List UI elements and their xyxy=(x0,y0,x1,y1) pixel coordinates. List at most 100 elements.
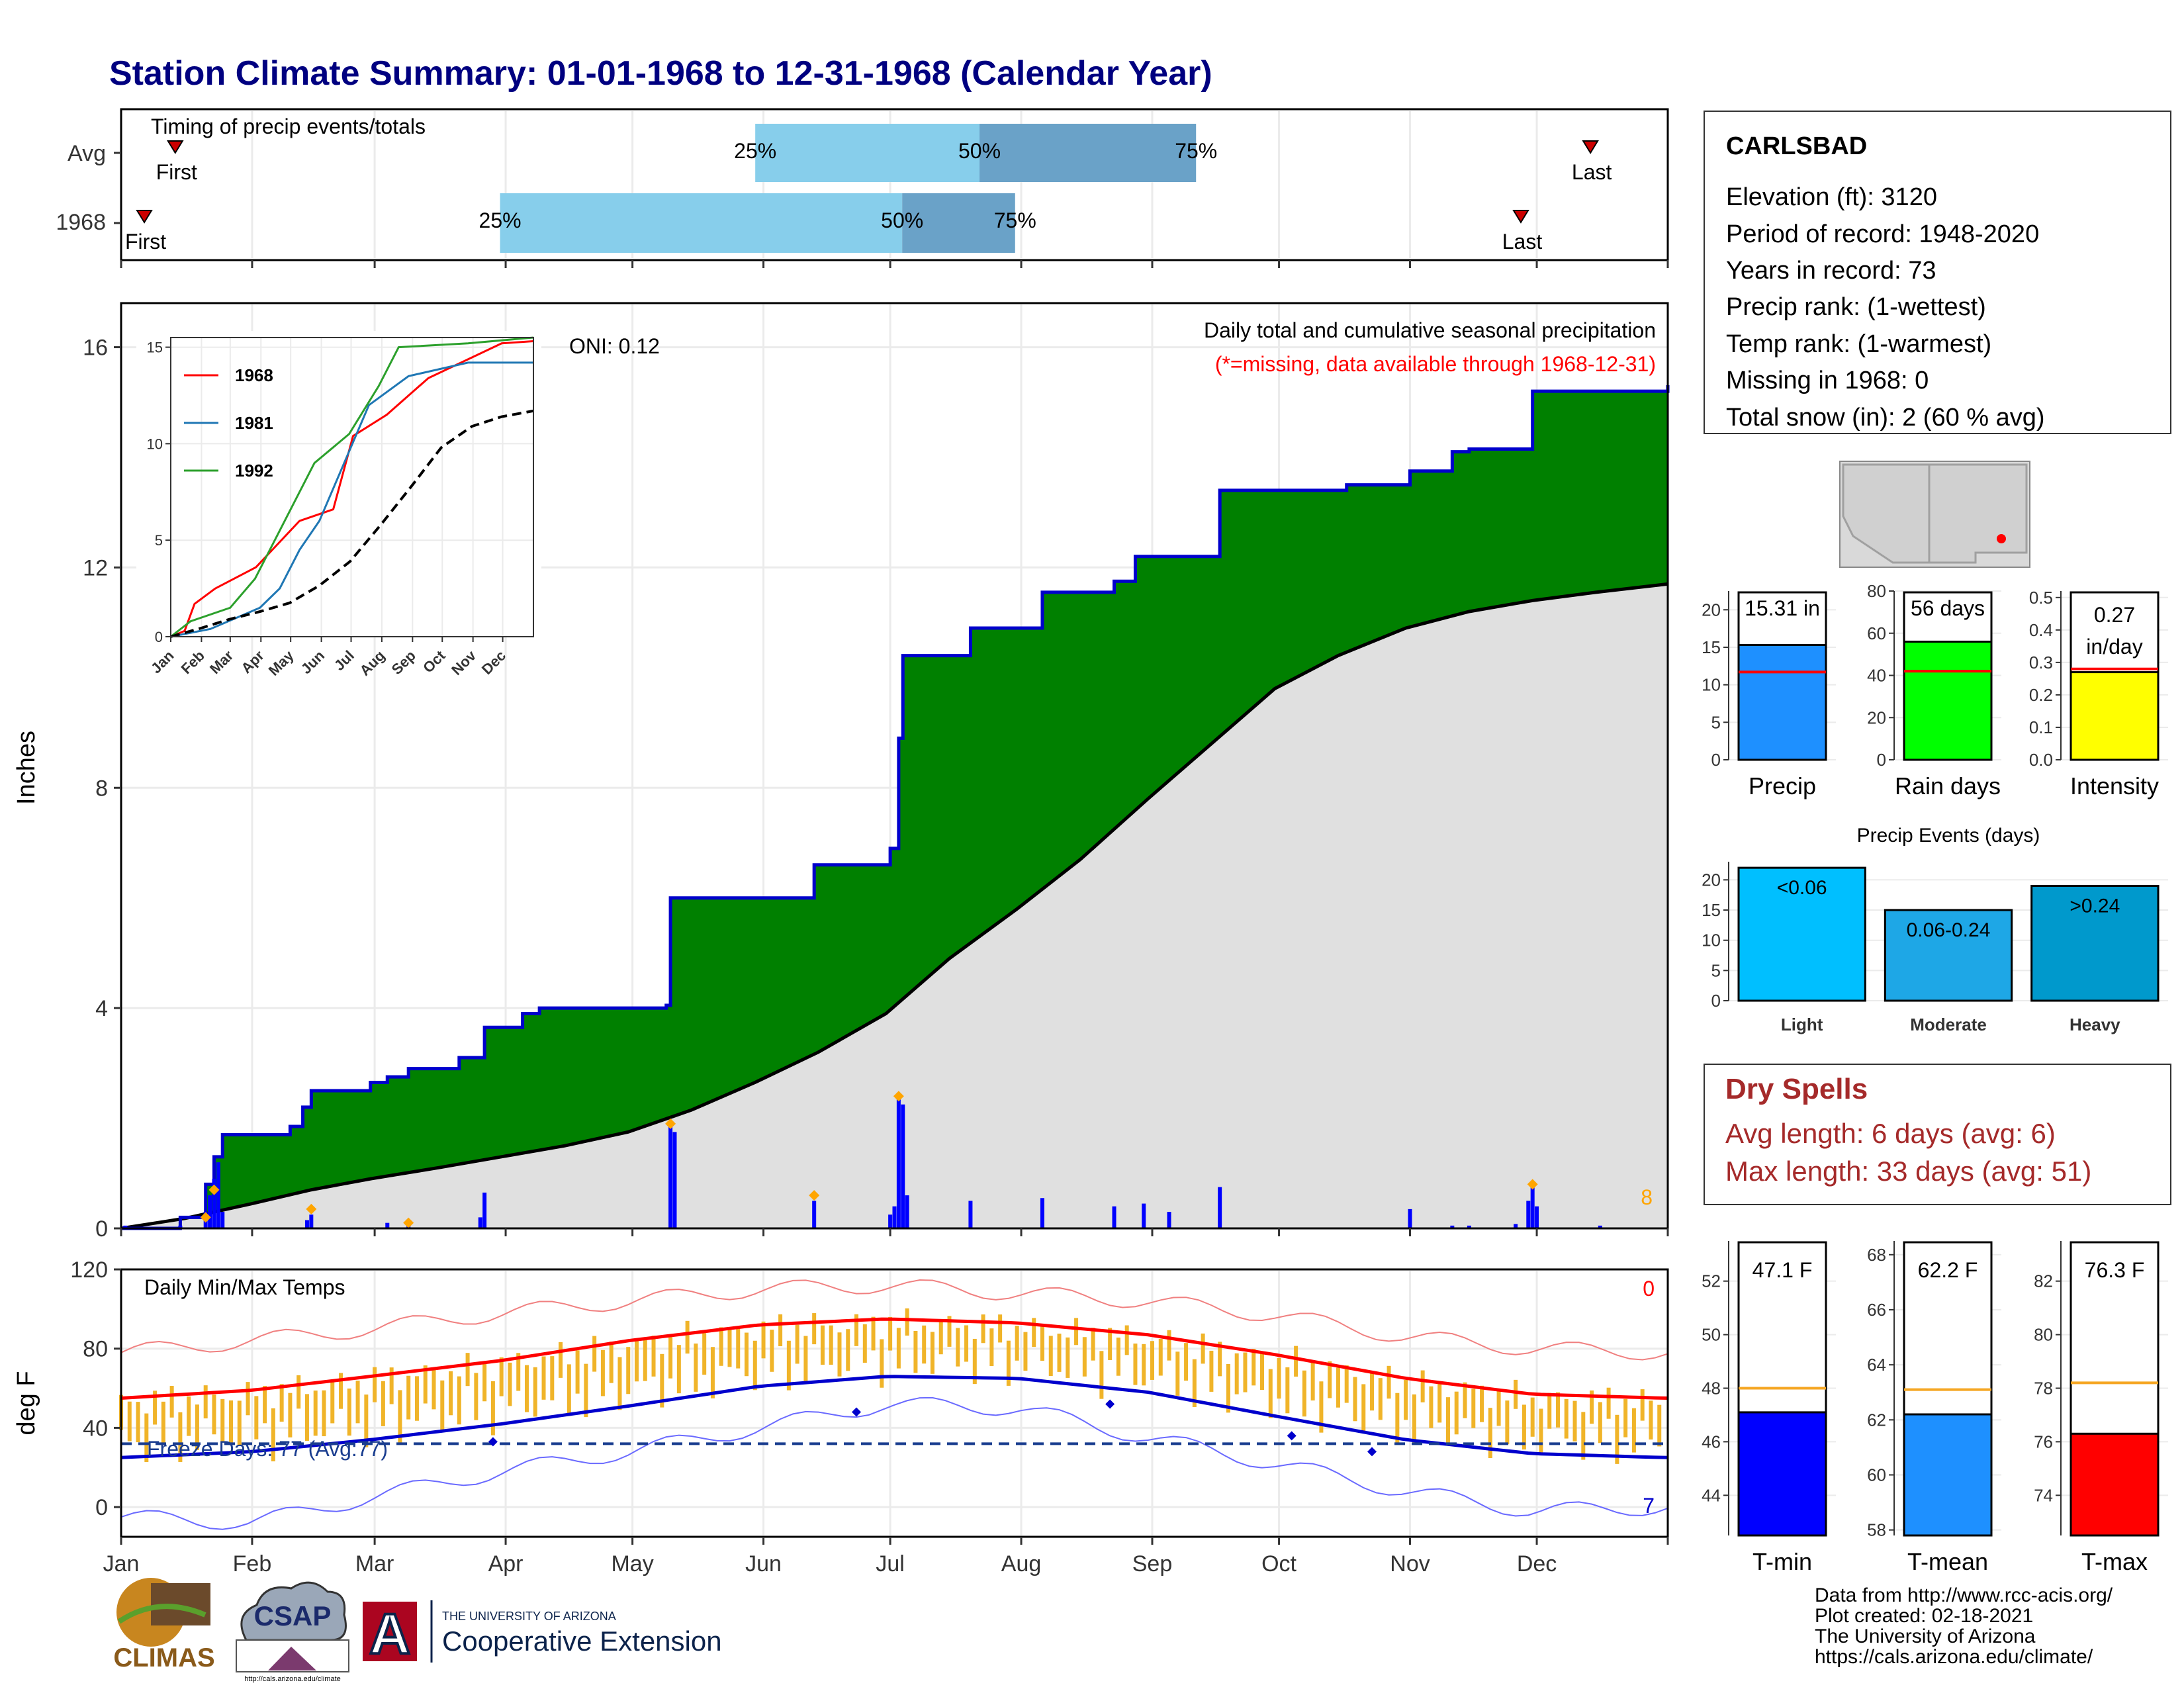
intensity-ytick-label: 0.3 xyxy=(2029,653,2053,672)
temp-frame-bg xyxy=(121,1269,1668,1537)
csap-logo-url: http://cals.arizona.edu/climate xyxy=(244,1675,341,1683)
daily-temp-range-bar xyxy=(161,1401,165,1443)
notable-day-marker xyxy=(488,1437,498,1447)
timing-year-q75-label: 75% xyxy=(994,208,1036,232)
daily-temp-range-bar xyxy=(1218,1342,1222,1377)
daily-temp-range-bar xyxy=(203,1385,208,1419)
daily-temp-range-bar xyxy=(600,1349,605,1396)
daily-temp-range-bar xyxy=(1015,1326,1019,1361)
daily-temp-range-bar xyxy=(651,1336,656,1377)
rain-days-ytick-label: 20 xyxy=(1867,708,1886,727)
daily-precip-bar xyxy=(1040,1198,1044,1228)
t-mean-ytick-label: 68 xyxy=(1867,1245,1886,1265)
daily-temp-range-bar xyxy=(660,1353,664,1408)
daily-precip-marker xyxy=(1527,1179,1538,1190)
daily-temp-range-bar xyxy=(567,1364,571,1416)
daily-temp-range-bar xyxy=(1294,1346,1298,1377)
daily-temp-range-bar xyxy=(1234,1353,1239,1394)
daily-temp-range-bar xyxy=(1564,1398,1569,1439)
daily-temp-range-bar xyxy=(1590,1390,1594,1424)
daily-precip-bar xyxy=(1467,1225,1471,1228)
record-low-line xyxy=(120,1396,1668,1530)
daily-temp-range-bar xyxy=(1437,1383,1442,1423)
credit-plot-created: Plot created: 02-18-2021 xyxy=(1815,1605,2033,1627)
intensity-ytick-label: 0.4 xyxy=(2029,620,2053,640)
daily-temp-range-bar xyxy=(440,1380,445,1430)
inset-series-avg-line xyxy=(170,409,534,638)
daily-temp-range-bar xyxy=(1133,1344,1138,1385)
ua-logo-small-text: THE UNIVERSITY OF ARIZONA xyxy=(442,1610,616,1623)
daily-temp-range-bar xyxy=(1158,1338,1163,1376)
precip-events-ytick-label: 10 xyxy=(1702,931,1721,950)
t-max-value-label: 76.3 F xyxy=(2085,1258,2145,1282)
precip-total-ytick-label: 0 xyxy=(1711,750,1721,770)
daily-precip-bar xyxy=(896,1099,901,1228)
inset-series-1968-line xyxy=(170,340,534,638)
precip-events-ytick-label: 15 xyxy=(1702,900,1721,920)
daily-temp-range-bar xyxy=(229,1400,234,1445)
intensity-ytick-label: 0.0 xyxy=(2029,750,2053,770)
daily-temp-range-bar xyxy=(195,1404,199,1450)
station-location-marker xyxy=(1997,534,2006,543)
daily-temp-range-bar xyxy=(584,1363,588,1418)
daily-temp-range-bar xyxy=(1167,1330,1171,1361)
cumulative-vs-avg-fill xyxy=(121,385,1668,1228)
daily-temp-range-bar xyxy=(339,1373,343,1409)
daily-temp-range-bar xyxy=(449,1371,453,1416)
daily-temp-range-bar xyxy=(1175,1351,1180,1396)
t-max-ytick-label: 80 xyxy=(2034,1325,2053,1345)
daily-temp-range-bar xyxy=(1488,1408,1492,1459)
info-period: Period of record: 1948-2020 xyxy=(1726,220,2039,248)
daily-temp-range-bar xyxy=(888,1316,893,1351)
daily-temp-range-bar xyxy=(905,1308,909,1336)
month-label-mar: Mar xyxy=(355,1551,394,1577)
timing-avg-last-label: Last xyxy=(1572,160,1612,184)
temp-missing-max: 0 xyxy=(1643,1277,1655,1301)
precip-events-category-light: Light xyxy=(1781,1015,1823,1034)
daily-temp-range-bar xyxy=(938,1320,943,1355)
timing-year-last-label: Last xyxy=(1502,230,1543,253)
daily-temp-range-bar xyxy=(1631,1408,1636,1453)
daily-temp-range-bar xyxy=(330,1382,335,1424)
csap-logo-mountain xyxy=(268,1647,316,1670)
daily-temp-range-bar xyxy=(1378,1378,1383,1420)
month-label-sep: Sep xyxy=(1132,1551,1173,1577)
daily-precip-bar xyxy=(220,1212,225,1228)
daily-temp-range-bar xyxy=(1555,1392,1560,1428)
daily-temp-range-bar xyxy=(296,1375,301,1409)
daily-temp-range-bar xyxy=(761,1321,766,1359)
daily-temp-range-bar xyxy=(279,1384,284,1422)
daily-temp-range-bar xyxy=(1336,1367,1340,1408)
precip-events-category-moderate: Moderate xyxy=(1910,1015,1987,1034)
month-label-dec: Dec xyxy=(1517,1551,1557,1577)
daily-precip-bar xyxy=(901,1104,905,1228)
daily-temp-range-bar xyxy=(414,1376,419,1421)
daily-temp-range-bar xyxy=(288,1393,293,1438)
precip-panel-subtitle: (*=missing, data available through 1968-… xyxy=(1215,352,1656,376)
timing-row-label-year: 1968 xyxy=(56,210,106,235)
intensity-value-label: 0.27 xyxy=(2094,603,2135,627)
notable-day-marker xyxy=(1287,1431,1297,1441)
precip-events-ytick-label: 0 xyxy=(1711,991,1721,1011)
daily-temp-range-bar xyxy=(389,1367,394,1404)
daily-temp-range-bar xyxy=(1048,1336,1053,1376)
daily-temp-range-bar xyxy=(685,1320,690,1354)
daily-temp-range-bar xyxy=(694,1344,698,1392)
temp-panel-title: Daily Min/Max Temps xyxy=(144,1275,345,1299)
record-high-line xyxy=(120,1279,1668,1361)
intensity-ytick-label: 0.5 xyxy=(2029,588,2053,608)
daily-temp-range-bar xyxy=(1445,1397,1450,1445)
timing-avg-q50-label: 50% xyxy=(958,139,1001,163)
daily-temp-range-bar xyxy=(550,1356,555,1400)
dry-spells-max: Max length: 33 days (avg: 51) xyxy=(1725,1156,2091,1187)
inset-legend-label-1968: 1968 xyxy=(235,365,273,385)
precip-events-bar-label-light: <0.06 xyxy=(1777,877,1827,899)
daily-precip-marker xyxy=(306,1203,317,1214)
precip-events-ytick-label: 20 xyxy=(1702,870,1721,890)
daily-temp-range-bar xyxy=(1108,1328,1113,1360)
daily-temp-range-bar xyxy=(981,1314,985,1344)
daily-temp-range-bar xyxy=(1471,1389,1476,1428)
daily-temp-range-bar xyxy=(1539,1408,1543,1455)
